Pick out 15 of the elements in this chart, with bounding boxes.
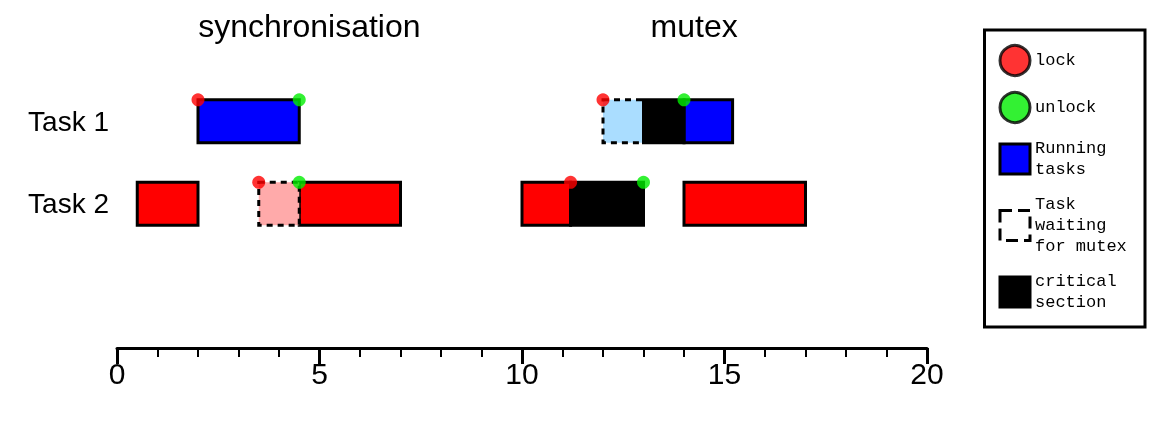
x-tick-label: 5 [311, 356, 328, 390]
text: synchronisation [198, 8, 421, 44]
x-tick-label: 10 [505, 356, 539, 390]
legend-label: lock [1035, 51, 1076, 70]
y-tick-label: Task 2 [28, 188, 109, 220]
y-tick-label: Task 1 [28, 105, 109, 137]
x-tick-label: 0 [108, 356, 126, 390]
x-tick-label: 15 [707, 356, 742, 390]
text: mutex [650, 8, 738, 44]
legend-label: Task waiting for mutex [1035, 195, 1127, 256]
legend-label: unlock [1035, 98, 1097, 117]
bar [682, 180, 807, 227]
legend-label: critical section [1035, 272, 1127, 312]
x-tick-label: 20 [910, 356, 944, 390]
legend-label: Running tasks [1035, 139, 1117, 179]
